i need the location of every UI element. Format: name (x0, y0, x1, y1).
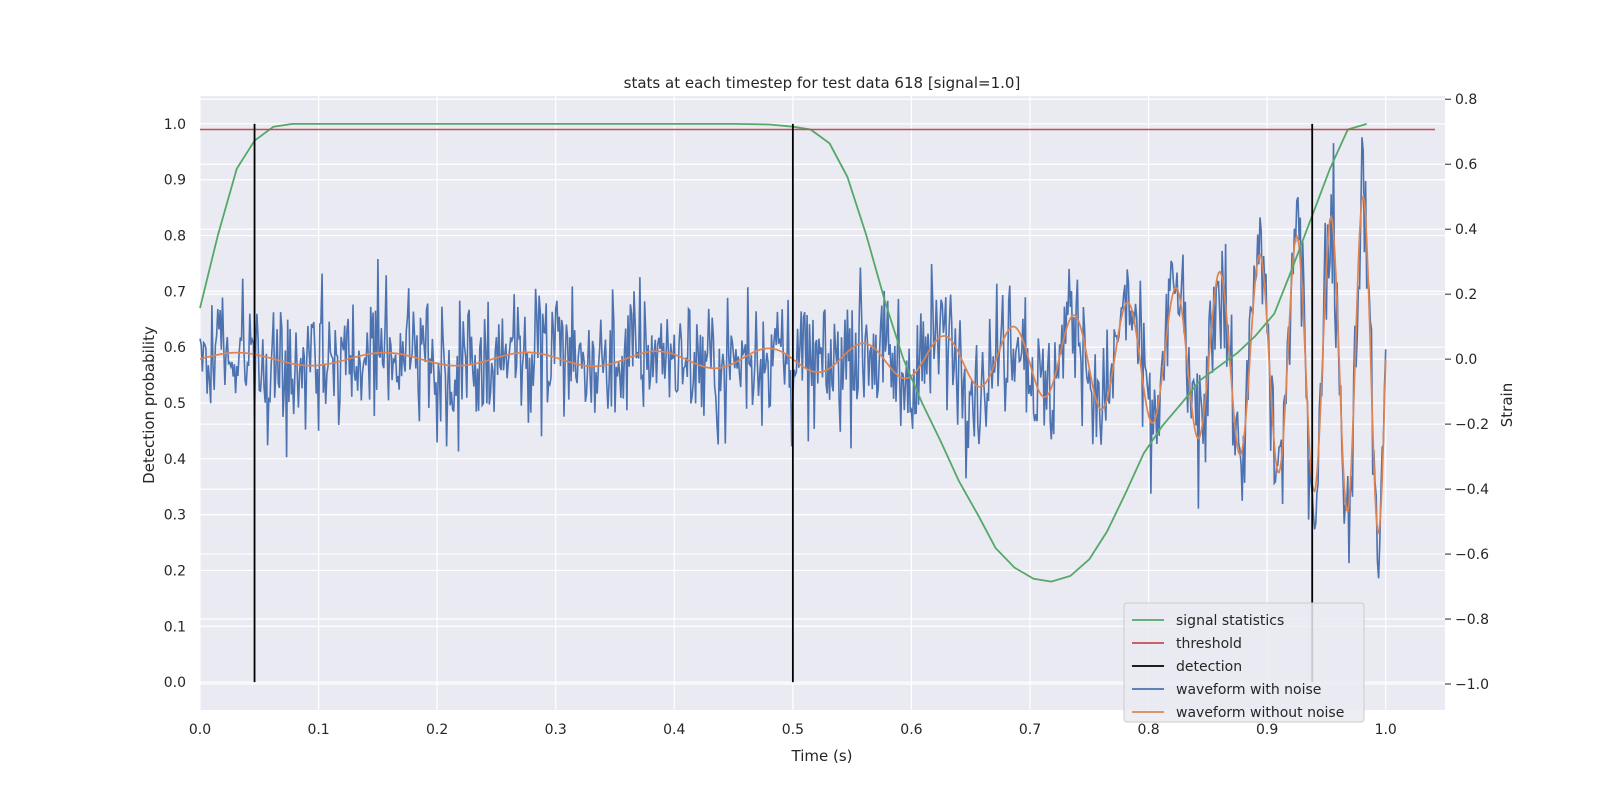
x-tick-label: 0.7 (1019, 722, 1041, 738)
y2-ticks: −1.0 −0.8 −0.6 −0.4 −0.2 0.0 0.2 0.4 0.6 0.8 (1445, 92, 1489, 693)
x-tick-label: 0.0 (189, 722, 211, 738)
y2-tick-label: −0.2 (1455, 417, 1489, 433)
y-axis-label: Detection probability (140, 326, 158, 484)
y-tick-label: 0.7 (164, 284, 186, 300)
y2-tick-label: −1.0 (1455, 677, 1489, 693)
y-tick-label: 1.0 (164, 117, 186, 133)
legend-label: waveform with noise (1176, 682, 1321, 698)
x-tick-label: 1.0 (1375, 722, 1397, 738)
legend-box (1123, 602, 1365, 723)
y2-tick-label: −0.4 (1455, 482, 1489, 498)
legend: signal statistics threshold detection wavef… (1123, 602, 1365, 723)
x-tick-label: 0.8 (1137, 722, 1159, 738)
legend-label: waveform without noise (1176, 705, 1344, 721)
plot-area (199, 123, 1435, 683)
x-tick-label: 0.4 (663, 722, 685, 738)
y-tick-label: 0.2 (164, 563, 186, 579)
y-tick-label: 0.8 (164, 229, 186, 245)
y-tick-label: 0.9 (164, 173, 186, 189)
y-tick-label: 0.1 (164, 619, 186, 635)
x-tick-label: 0.5 (782, 722, 804, 738)
x-tick-label: 0.1 (307, 722, 329, 738)
x-tick-label: 0.3 (545, 722, 567, 738)
y2-axis-label: Strain (1498, 383, 1516, 427)
signal-statistics-line (199, 123, 1367, 583)
y2-tick-label: 0.2 (1455, 287, 1477, 303)
y-tick-label: 0.5 (164, 396, 186, 412)
y-ticks: 0.0 0.1 0.2 0.3 0.4 0.5 0.6 0.7 0.8 0.9 1.0 (164, 117, 186, 691)
legend-label: threshold (1176, 636, 1242, 652)
y2-tick-label: −0.6 (1455, 547, 1489, 563)
y-tick-label: 0.4 (164, 452, 186, 468)
y2-tick-label: 0.6 (1455, 157, 1477, 173)
y2-tick-label: −0.8 (1455, 612, 1489, 628)
legend-label: signal statistics (1176, 613, 1284, 629)
y2-tick-label: 0.8 (1455, 92, 1477, 108)
y-tick-label: 0.0 (164, 675, 186, 691)
x-tick-label: 0.9 (1256, 722, 1278, 738)
y2-tick-label: 0.4 (1455, 222, 1477, 238)
y-tick-label: 0.3 (164, 508, 186, 524)
chart-title: stats at each timestep for test data 618… (624, 74, 1021, 92)
x-tick-label: 0.6 (900, 722, 922, 738)
y-tick-label: 0.6 (164, 340, 186, 356)
y2-tick-label: 0.0 (1455, 352, 1477, 368)
x-ticks: 0.0 0.1 0.2 0.3 0.4 0.5 0.6 0.7 0.8 0.9 1.0 (189, 722, 1397, 738)
x-axis-label: Time (s) (791, 747, 853, 765)
x-tick-label: 0.2 (426, 722, 448, 738)
legend-label: detection (1176, 659, 1242, 675)
